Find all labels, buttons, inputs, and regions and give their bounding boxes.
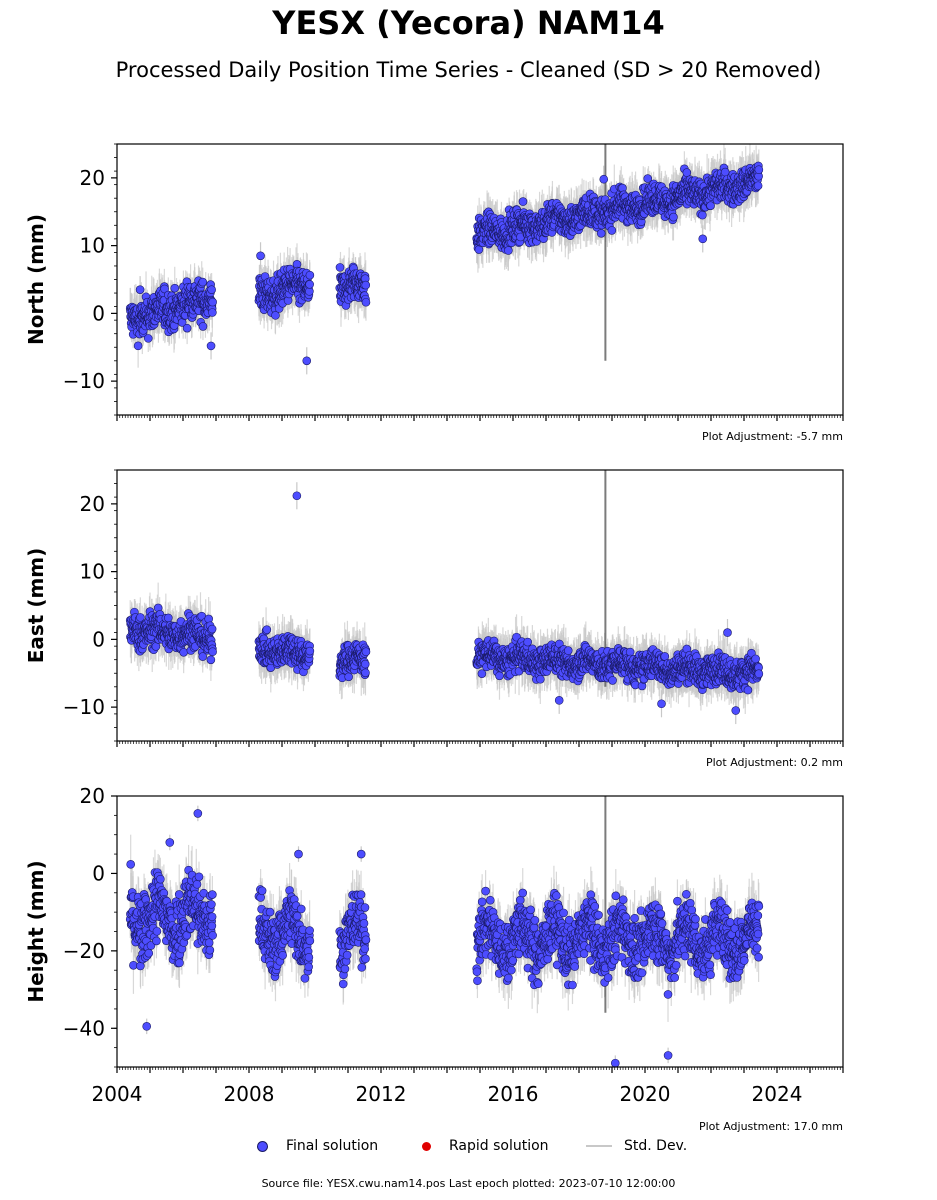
panel-north: −10 0 10 20 North (mm) Plot Adjustment: -5.7 …: [24, 143, 844, 443]
chart-title: YESX (Yecora) NAM14: [272, 4, 665, 42]
final-solution-point: [361, 297, 371, 307]
final-solution-point: [208, 297, 217, 307]
final-solution-point: [643, 174, 653, 183]
y-axis-label: North (mm): [24, 214, 48, 345]
final-solution-point: [698, 210, 707, 220]
final-solution-point: [198, 277, 208, 287]
final-solution-point: [504, 246, 513, 255]
final-solution-point: [698, 234, 708, 244]
final-solution-point: [271, 311, 280, 320]
data-layer: [125, 470, 764, 725]
plot-adjustment-note: Plot Adjustment: -5.7 mm: [702, 430, 843, 443]
final-solution-point: [135, 285, 145, 294]
y-tick-label: 10: [80, 234, 105, 258]
final-solution-point: [335, 263, 345, 272]
final-solution-point: [706, 201, 715, 210]
final-solution-point: [669, 212, 678, 222]
final-solution-point: [607, 226, 617, 235]
final-solution-point: [208, 308, 217, 317]
chart-subtitle: Processed Daily Position Time Series - C…: [115, 58, 822, 82]
std-dev-bars: [129, 144, 760, 375]
y-tick-label: 0: [92, 301, 105, 325]
final-solution-point: [256, 251, 265, 261]
final-solution-points: [125, 161, 764, 366]
final-solution-point: [599, 174, 609, 184]
final-solution-point: [206, 341, 216, 351]
final-solution-point: [182, 323, 192, 333]
final-solution-point: [682, 168, 692, 177]
final-solution-point: [143, 334, 153, 343]
final-solution-point: [754, 165, 764, 175]
final-solution-point: [753, 181, 763, 191]
final-solution-point: [207, 285, 216, 294]
final-solution-point: [305, 270, 315, 280]
final-solution-point: [596, 229, 606, 238]
final-solution-point: [198, 322, 208, 331]
final-solution-point: [518, 197, 528, 206]
y-tick-label: 20: [80, 166, 105, 190]
final-solution-point: [133, 341, 143, 351]
final-solution-point: [302, 356, 312, 366]
data-layer: [125, 144, 764, 375]
final-solution-point: [361, 280, 371, 290]
y-tick-label: −10: [63, 369, 105, 393]
final-solution-point: [305, 280, 314, 289]
final-solution-point: [170, 283, 180, 293]
